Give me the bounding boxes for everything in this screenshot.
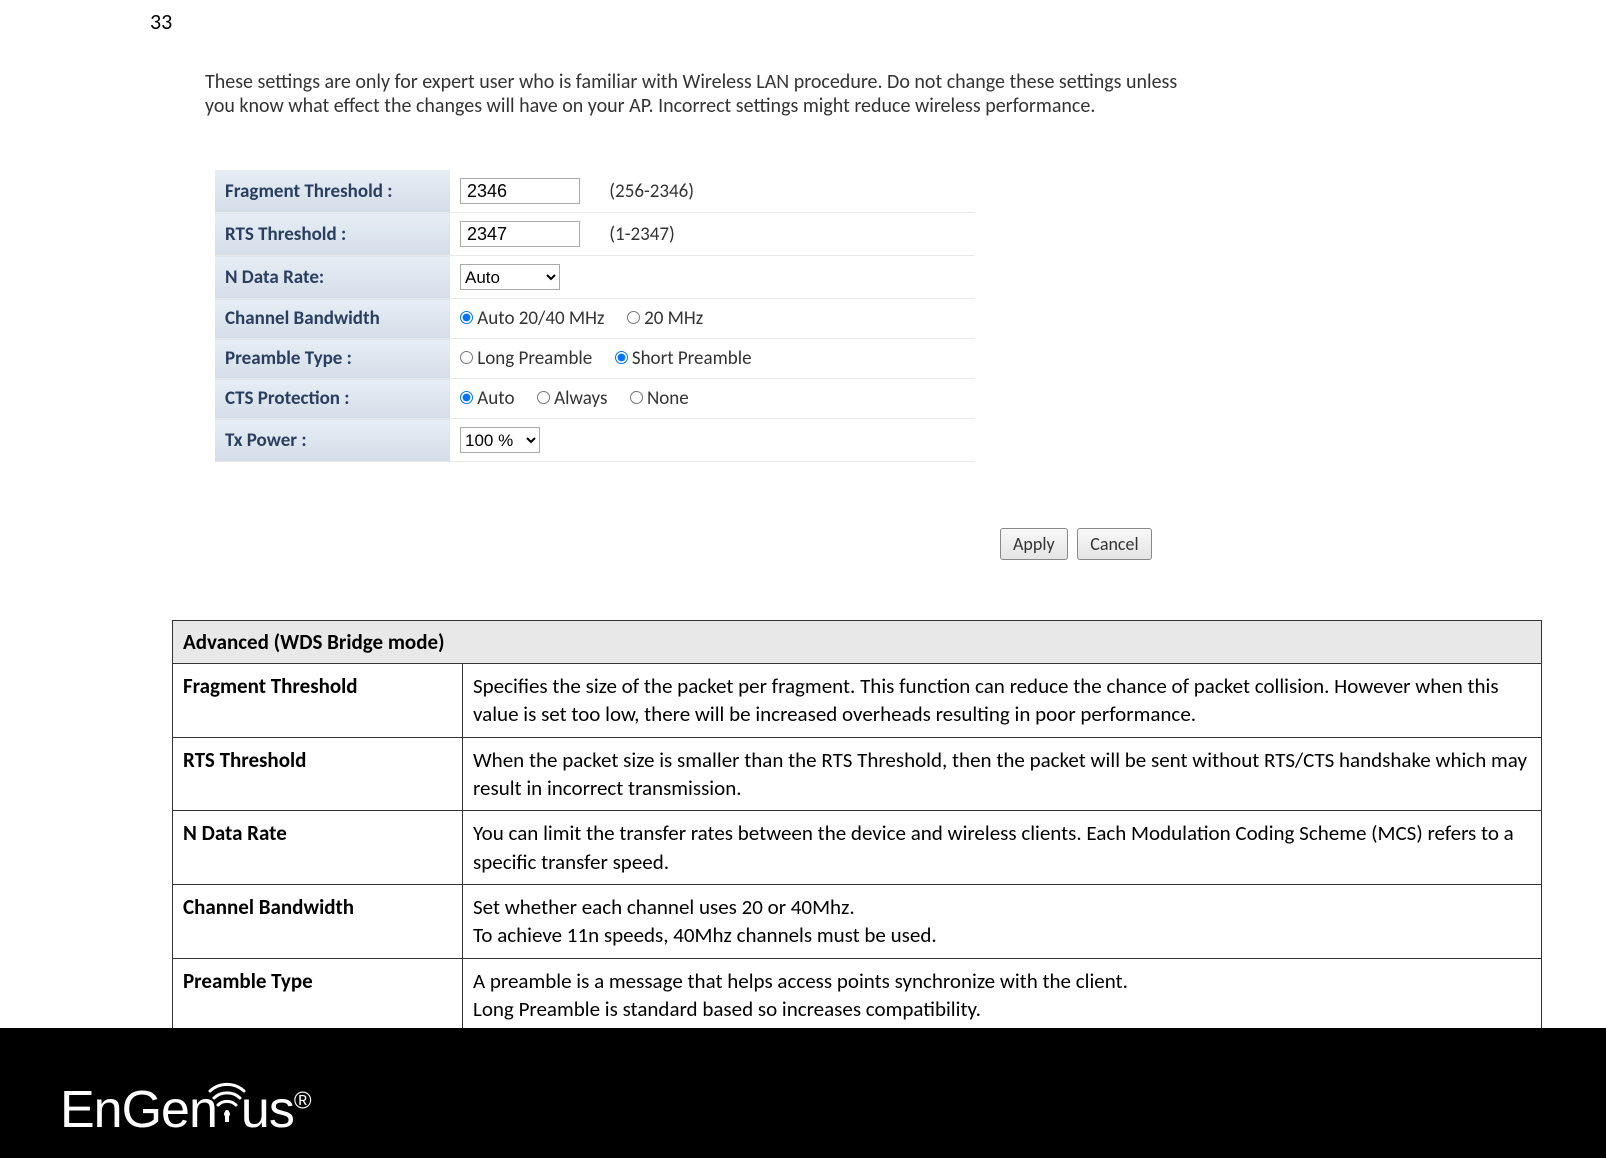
cts-none-option[interactable]: None [630, 387, 689, 410]
tx-power-select[interactable]: 100 % [460, 427, 540, 453]
fragment-threshold-label: Fragment Threshold : [215, 170, 450, 213]
settings-form: Fragment Threshold : (256-2346) RTS Thre… [215, 170, 975, 462]
table-row: Fragment Threshold Specifies the size of… [173, 664, 1542, 738]
rts-range: (1-2347) [609, 223, 675, 246]
channel-bandwidth-label: Channel Bandwidth [215, 299, 450, 339]
table-row: N Data Rate You can limit the transfer r… [173, 811, 1542, 885]
engenius-logo: EnGen us® [60, 1080, 311, 1140]
desc-key: Fragment Threshold [173, 664, 463, 738]
fragment-threshold-input[interactable] [460, 178, 580, 204]
button-row: Apply Cancel [1000, 528, 1158, 560]
desc-key: Channel Bandwidth [173, 885, 463, 959]
chanbw-20-option[interactable]: 20 MHz [627, 307, 703, 330]
table-row: Channel Bandwidth Set whether each chann… [173, 885, 1542, 959]
preamble-type-label: Preamble Type : [215, 339, 450, 379]
cts-auto-option[interactable]: Auto [460, 387, 514, 410]
page-number: 33 [150, 8, 172, 35]
preamble-long-option[interactable]: Long Preamble [460, 347, 592, 370]
rts-threshold-label: RTS Threshold : [215, 213, 450, 256]
tx-power-label: Tx Power : [215, 419, 450, 462]
desc-val: You can limit the transfer rates between… [463, 811, 1542, 885]
desc-key: N Data Rate [173, 811, 463, 885]
desc-val: Set whether each channel uses 20 or 40Mh… [463, 885, 1542, 959]
desc-val: Specifies the size of the packet per fra… [463, 664, 1542, 738]
intro-text: These settings are only for expert user … [205, 70, 1185, 118]
rts-threshold-input[interactable] [460, 221, 580, 247]
ndata-rate-select[interactable]: Auto [460, 264, 560, 290]
footer: EnGen us® [0, 1028, 1606, 1158]
cancel-button[interactable]: Cancel [1077, 528, 1151, 560]
ndata-rate-label: N Data Rate: [215, 256, 450, 299]
preamble-short-option[interactable]: Short Preamble [615, 347, 752, 370]
cts-protection-label: CTS Protection : [215, 379, 450, 419]
table-row: RTS Threshold When the packet size is sm… [173, 737, 1542, 811]
chanbw-auto-option[interactable]: Auto 20/40 MHz [460, 307, 605, 330]
desc-header: Advanced (WDS Bridge mode) [173, 621, 1542, 664]
cts-always-option[interactable]: Always [537, 387, 608, 410]
desc-key: RTS Threshold [173, 737, 463, 811]
wifi-icon [213, 1080, 241, 1120]
description-table: Advanced (WDS Bridge mode) Fragment Thre… [172, 620, 1542, 1061]
fragment-range: (256-2346) [609, 180, 694, 203]
apply-button[interactable]: Apply [1000, 528, 1068, 560]
desc-val: When the packet size is smaller than the… [463, 737, 1542, 811]
